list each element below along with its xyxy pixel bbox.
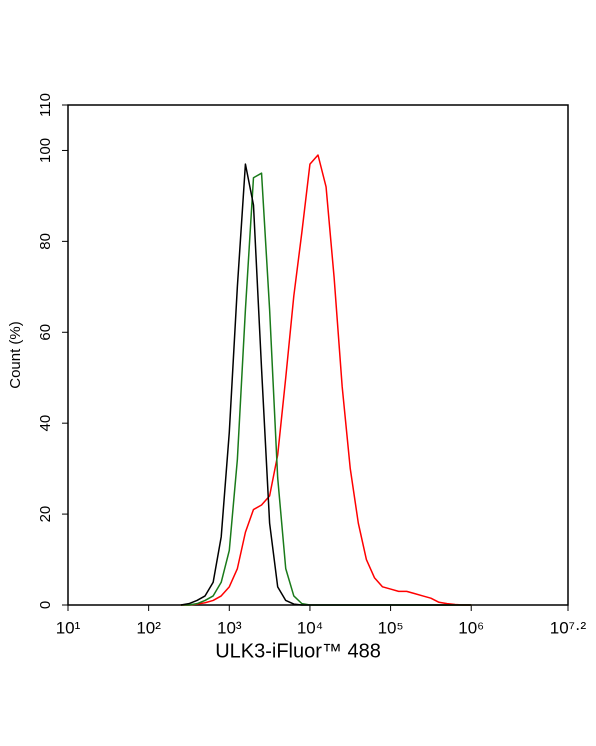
x-tick-label: 10³ [217,618,242,637]
x-tick-label: 10⁷·² [550,618,587,637]
x-tick-label: 10⁴ [297,618,323,637]
y-tick-label: 0 [37,601,54,609]
x-tick-label: 10⁶ [458,618,484,637]
histogram-line [180,172,472,606]
y-tick-label: 40 [37,415,54,432]
x-tick-label: 10² [136,618,161,637]
y-axis-label: Count (%) [7,321,24,389]
histogram-line [180,154,472,606]
y-tick-label: 20 [37,506,54,523]
y-tick-label: 60 [37,324,54,341]
x-tick-label: 10⁵ [378,618,404,637]
x-tick-label: 10¹ [56,618,81,637]
histogram-line [180,163,472,606]
plot-frame [67,104,569,606]
y-tick-label: 110 [37,93,54,117]
x-axis-label: ULK3-iFluor™ 488 [215,640,381,662]
y-tick-label: 80 [37,233,54,250]
y-tick-label: 100 [37,138,54,163]
